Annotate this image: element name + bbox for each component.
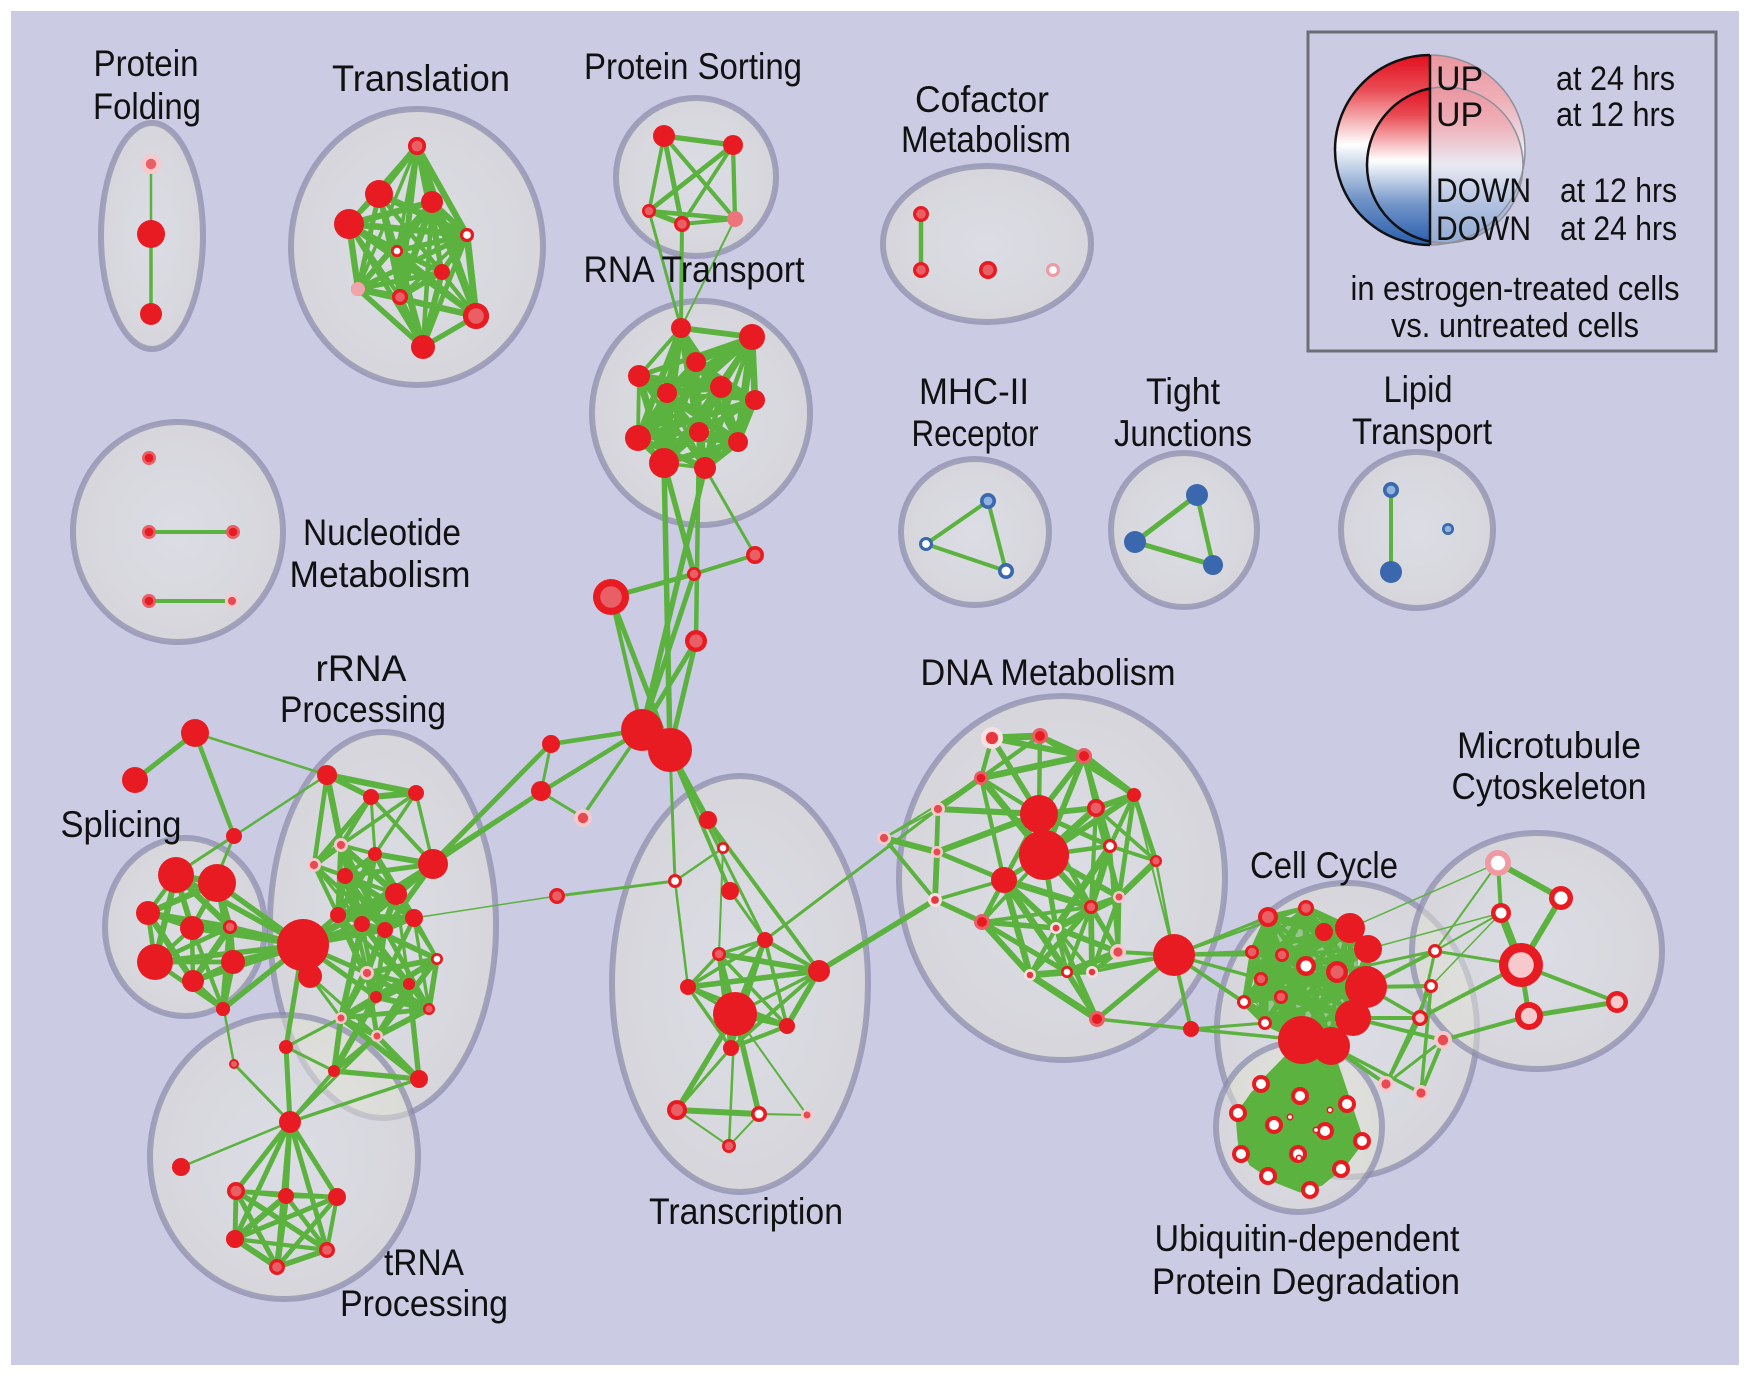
svg-text:Microtubule: Microtubule (1457, 725, 1641, 766)
svg-text:at 12 hrs: at 12 hrs (1556, 96, 1675, 134)
svg-text:Translation: Translation (332, 58, 510, 99)
svg-text:Processing: Processing (280, 689, 446, 730)
svg-text:Receptor: Receptor (912, 413, 1039, 454)
svg-text:Lipid: Lipid (1384, 369, 1453, 410)
svg-text:Tight: Tight (1146, 371, 1221, 412)
svg-text:at 24 hrs: at 24 hrs (1560, 210, 1677, 248)
svg-text:MHC-II: MHC-II (919, 371, 1029, 412)
svg-text:Splicing: Splicing (61, 804, 182, 845)
svg-text:Nucleotide: Nucleotide (303, 512, 461, 553)
svg-text:Folding: Folding (93, 86, 201, 127)
svg-text:DNA Metabolism: DNA Metabolism (921, 652, 1176, 693)
svg-text:Protein Sorting: Protein Sorting (584, 46, 802, 87)
svg-text:in estrogen-treated cells: in estrogen-treated cells (1351, 270, 1680, 308)
svg-text:DOWN: DOWN (1436, 172, 1531, 210)
svg-text:UP: UP (1436, 60, 1483, 98)
svg-text:Processing: Processing (340, 1283, 508, 1324)
svg-text:at 24 hrs: at 24 hrs (1556, 60, 1675, 98)
svg-text:Metabolism: Metabolism (901, 119, 1071, 160)
svg-text:Cytoskeleton: Cytoskeleton (1452, 766, 1647, 807)
svg-text:Transport: Transport (1352, 411, 1493, 452)
svg-text:Metabolism: Metabolism (290, 554, 471, 595)
svg-text:Transcription: Transcription (649, 1191, 843, 1232)
svg-text:Protein Degradation: Protein Degradation (1152, 1261, 1460, 1302)
svg-text:Ubiquitin-dependent: Ubiquitin-dependent (1155, 1218, 1461, 1259)
svg-text:at 12 hrs: at 12 hrs (1560, 172, 1677, 210)
svg-text:Protein: Protein (94, 43, 199, 84)
svg-text:tRNA: tRNA (384, 1242, 464, 1283)
svg-text:rRNA: rRNA (316, 648, 407, 689)
svg-text:UP: UP (1436, 96, 1483, 134)
svg-text:vs. untreated cells: vs. untreated cells (1391, 307, 1639, 345)
svg-text:Junctions: Junctions (1114, 413, 1252, 454)
svg-text:Cofactor: Cofactor (915, 79, 1049, 120)
svg-text:RNA Transport: RNA Transport (584, 249, 806, 290)
svg-text:DOWN: DOWN (1436, 210, 1531, 248)
svg-text:Cell Cycle: Cell Cycle (1250, 845, 1398, 886)
